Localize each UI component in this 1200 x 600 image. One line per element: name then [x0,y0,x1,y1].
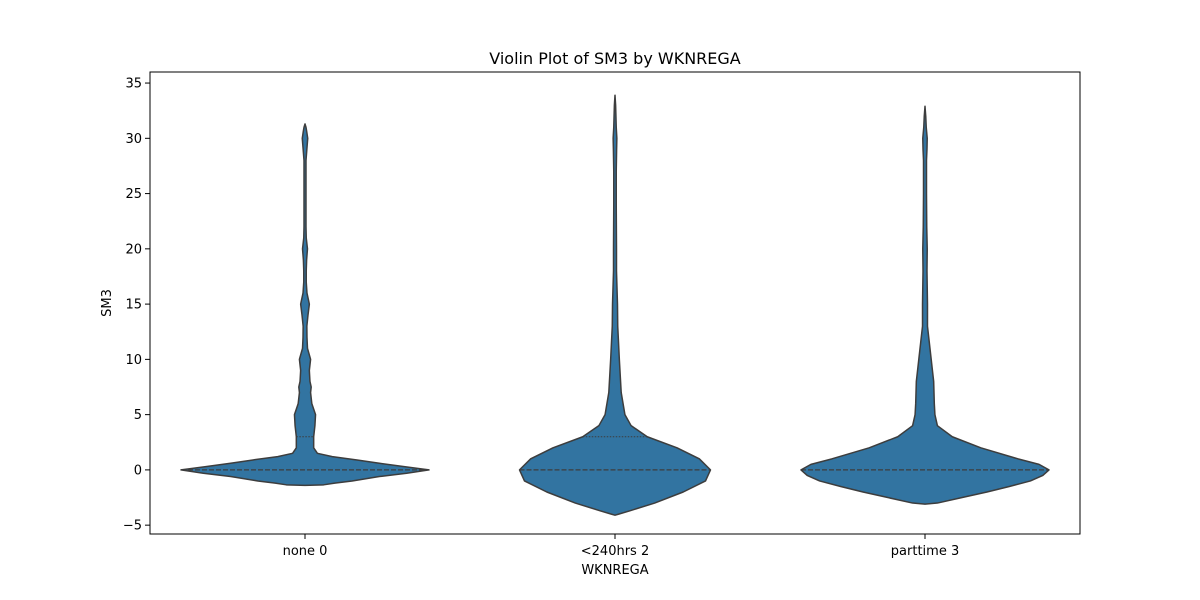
plot-area [180,94,1050,516]
x-axis-title: WKNREGA [581,563,648,578]
y-tick-label: 15 [125,298,142,313]
y-tick-label: 5 [134,408,142,423]
y-axis-title: SM3 [100,289,115,317]
y-tick-label: 0 [134,463,142,478]
x-tick-label: <240hrs 2 [581,544,649,559]
violin-body [518,94,712,516]
violin-body [800,105,1050,505]
y-axis: −5 0 5 10 15 20 25 30 35 [123,77,150,534]
y-tick-label: −5 [123,519,142,534]
x-tick-label: parttime 3 [891,544,959,559]
y-tick-label: 35 [125,77,142,92]
y-tick-label: 20 [125,242,142,257]
y-tick-label: 10 [125,353,142,368]
x-tick-label: none 0 [283,544,328,559]
chart-title: Violin Plot of SM3 by WKNREGA [489,49,741,68]
violin-body [180,123,430,487]
y-tick-label: 25 [125,187,142,202]
x-axis: none 0 <240hrs 2 parttime 3 [283,534,959,559]
y-tick-label: 30 [125,132,142,147]
